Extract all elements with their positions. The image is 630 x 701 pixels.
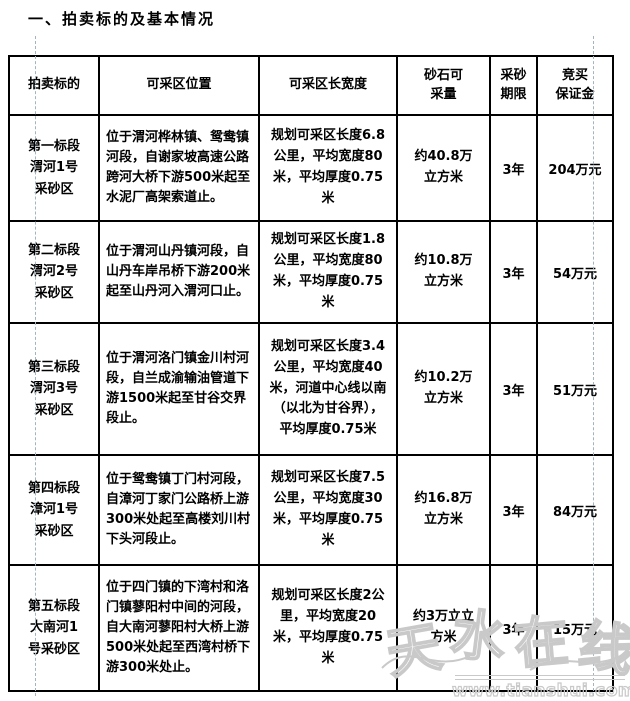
deposit-cell: 204万元 bbox=[536, 114, 614, 222]
location-cell: 位于渭河桦林镇、鸳鸯镇河段，自谢家坡高速公路跨河大桥下游500米起至水泥厂高架索… bbox=[98, 114, 260, 222]
location-cell: 位于渭河洛门镇金川村河段，自兰成渝输油管道下游1500米起至甘谷交界段止。 bbox=[98, 322, 260, 456]
header-row: 拍卖标的 可采区位置 可采区长宽度 砂石可 采量 采砂 期限 竞买 保证金 bbox=[8, 55, 614, 116]
margin-guide-left bbox=[35, 36, 36, 696]
deposit-cell: 51万元 bbox=[536, 322, 614, 456]
table-row: 第二标段 渭河2号 采砂区 位于渭河山丹镇河段，自山丹车岸吊桥下游200米起至山… bbox=[8, 220, 614, 324]
term-cell: 3年 bbox=[489, 564, 538, 692]
table-row: 第五标段 大南河1 号采砂区 位于四门镇的下湾村和洛门镇蓼阳村中间的河段，自大南… bbox=[8, 564, 614, 692]
auction-table: 拍卖标的 可采区位置 可采区长宽度 砂石可 采量 采砂 期限 竞买 保证金 第一… bbox=[8, 55, 614, 692]
deposit-cell: 84万元 bbox=[536, 454, 614, 566]
dimensions-cell: 规划可采区长度3.4公里，平均宽度40米，河道中心线以南（以北为甘谷界），平均厚… bbox=[258, 322, 398, 456]
lot-cell: 第五标段 大南河1 号采砂区 bbox=[8, 564, 100, 692]
location-cell: 位于渭河山丹镇河段，自山丹车岸吊桥下游200米起至山丹河入渭河口止。 bbox=[98, 220, 260, 324]
term-cell: 3年 bbox=[489, 454, 538, 566]
location-cell: 位于鸳鸯镇丁门村河段，自漳河丁家门公路桥上游300米处起至高楼刘川村下头河段止。 bbox=[98, 454, 260, 566]
dimensions-cell: 规划可采区长度6.8公里，平均宽度80米，平均厚度0.75米 bbox=[258, 114, 398, 222]
lot-cell: 第四标段 漳河1号 采砂区 bbox=[8, 454, 100, 566]
dimensions-cell: 规划可采区长度2公里，平均宽度20米，平均厚度0.75米 bbox=[258, 564, 398, 692]
header-cell-volume: 砂石可 采量 bbox=[396, 55, 491, 116]
lot-cell: 第三标段 渭河3号 采砂区 bbox=[8, 322, 100, 456]
header-cell-term: 采砂 期限 bbox=[489, 55, 538, 116]
volume-cell: 约3万立立 方米 bbox=[396, 564, 491, 692]
deposit-cell: 15万元 bbox=[536, 564, 614, 692]
volume-cell: 约10.8万 立方米 bbox=[396, 220, 491, 324]
table-row: 第四标段 漳河1号 采砂区 位于鸳鸯镇丁门村河段，自漳河丁家门公路桥上游300米… bbox=[8, 454, 614, 566]
margin-guide-right bbox=[593, 36, 594, 696]
deposit-cell: 54万元 bbox=[536, 220, 614, 324]
lot-cell: 第二标段 渭河2号 采砂区 bbox=[8, 220, 100, 324]
header-cell-dimensions: 可采区长宽度 bbox=[258, 55, 398, 116]
page-title: 一、拍卖标的及基本情况 bbox=[28, 10, 216, 28]
header-cell-deposit: 竞买 保证金 bbox=[536, 55, 614, 116]
volume-cell: 约16.8万 立方米 bbox=[396, 454, 491, 566]
term-cell: 3年 bbox=[489, 114, 538, 222]
lot-cell: 第一标段 渭河1号 采砂区 bbox=[8, 114, 100, 222]
table-row: 第一标段 渭河1号 采砂区 位于渭河桦林镇、鸳鸯镇河段，自谢家坡高速公路跨河大桥… bbox=[8, 114, 614, 222]
table-row: 第三标段 渭河3号 采砂区 位于渭河洛门镇金川村河段，自兰成渝输油管道下游150… bbox=[8, 322, 614, 456]
term-cell: 3年 bbox=[489, 322, 538, 456]
location-cell: 位于四门镇的下湾村和洛门镇蓼阳村中间的河段，自大南河蓼阳村大桥上游500米处起至… bbox=[98, 564, 260, 692]
volume-cell: 约10.2万 立方米 bbox=[396, 322, 491, 456]
dimensions-cell: 规划可采区长度7.5公里，平均宽度30米，平均厚度0.75米 bbox=[258, 454, 398, 566]
dimensions-cell: 规划可采区长度1.8公里，平均宽度80米，平均厚度0.75米 bbox=[258, 220, 398, 324]
volume-cell: 约40.8万 立方米 bbox=[396, 114, 491, 222]
term-cell: 3年 bbox=[489, 220, 538, 324]
header-cell-location: 可采区位置 bbox=[98, 55, 260, 116]
header-cell-lot: 拍卖标的 bbox=[8, 55, 100, 116]
